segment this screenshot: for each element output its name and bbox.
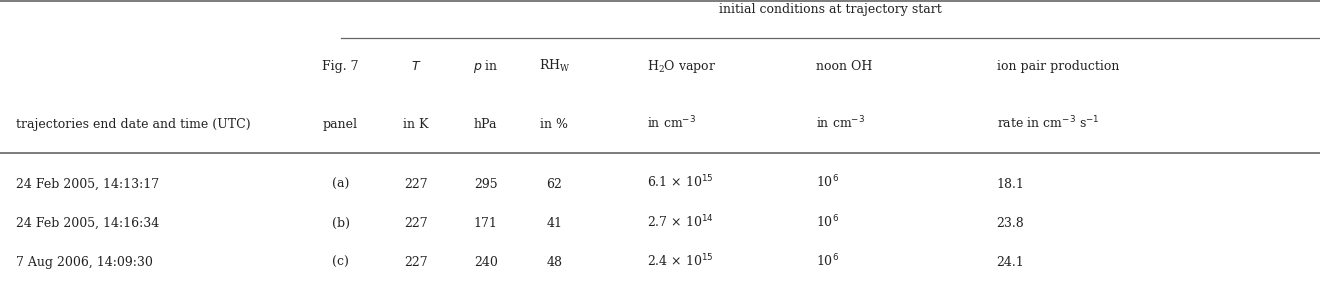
Text: 2.4 × 10$^{15}$: 2.4 × 10$^{15}$ <box>647 253 714 269</box>
Text: 18.1: 18.1 <box>997 178 1024 191</box>
Text: 62: 62 <box>546 178 562 191</box>
Text: panel: panel <box>323 118 358 131</box>
Text: H$_\mathregular{2}$O vapor: H$_\mathregular{2}$O vapor <box>647 58 715 75</box>
Text: noon OH: noon OH <box>816 60 873 73</box>
Text: 227: 227 <box>404 256 428 269</box>
Text: (b): (b) <box>331 217 350 230</box>
Text: 24 Feb 2005, 14:13:17: 24 Feb 2005, 14:13:17 <box>16 178 158 191</box>
Text: RH$_\mathregular{W}$: RH$_\mathregular{W}$ <box>539 58 570 74</box>
Text: trajectories end date and time (UTC): trajectories end date and time (UTC) <box>16 118 251 131</box>
Text: in cm$^{-3}$: in cm$^{-3}$ <box>816 114 865 131</box>
Text: in K: in K <box>403 118 429 131</box>
Text: 23.8: 23.8 <box>997 217 1024 230</box>
Text: 10$^{6}$: 10$^{6}$ <box>816 253 838 269</box>
Text: initial conditions at trajectory start: initial conditions at trajectory start <box>719 3 941 16</box>
Text: rate in cm$^{-3}$ s$^{-1}$: rate in cm$^{-3}$ s$^{-1}$ <box>997 114 1100 131</box>
Text: $T$: $T$ <box>411 60 421 73</box>
Text: in cm$^{-3}$: in cm$^{-3}$ <box>647 114 696 131</box>
Text: (a): (a) <box>331 178 350 191</box>
Text: 41: 41 <box>546 217 562 230</box>
Text: (c): (c) <box>333 256 348 269</box>
Text: 48: 48 <box>546 256 562 269</box>
Text: hPa: hPa <box>474 118 498 131</box>
Text: in %: in % <box>540 118 569 131</box>
Text: 240: 240 <box>474 256 498 269</box>
Text: 24.1: 24.1 <box>997 256 1024 269</box>
Text: 227: 227 <box>404 178 428 191</box>
Text: 10$^{6}$: 10$^{6}$ <box>816 213 838 230</box>
Text: 6.1 × 10$^{15}$: 6.1 × 10$^{15}$ <box>647 174 714 191</box>
Text: 295: 295 <box>474 178 498 191</box>
Text: ion pair production: ion pair production <box>997 60 1119 73</box>
Text: $p$ in: $p$ in <box>473 58 499 75</box>
Text: 171: 171 <box>474 217 498 230</box>
Text: 227: 227 <box>404 217 428 230</box>
Text: 10$^{6}$: 10$^{6}$ <box>816 174 838 191</box>
Text: 7 Aug 2006, 14:09:30: 7 Aug 2006, 14:09:30 <box>16 256 153 269</box>
Text: 24 Feb 2005, 14:16:34: 24 Feb 2005, 14:16:34 <box>16 217 160 230</box>
Text: Fig. 7: Fig. 7 <box>322 60 359 73</box>
Text: 2.7 × 10$^{14}$: 2.7 × 10$^{14}$ <box>647 213 714 230</box>
